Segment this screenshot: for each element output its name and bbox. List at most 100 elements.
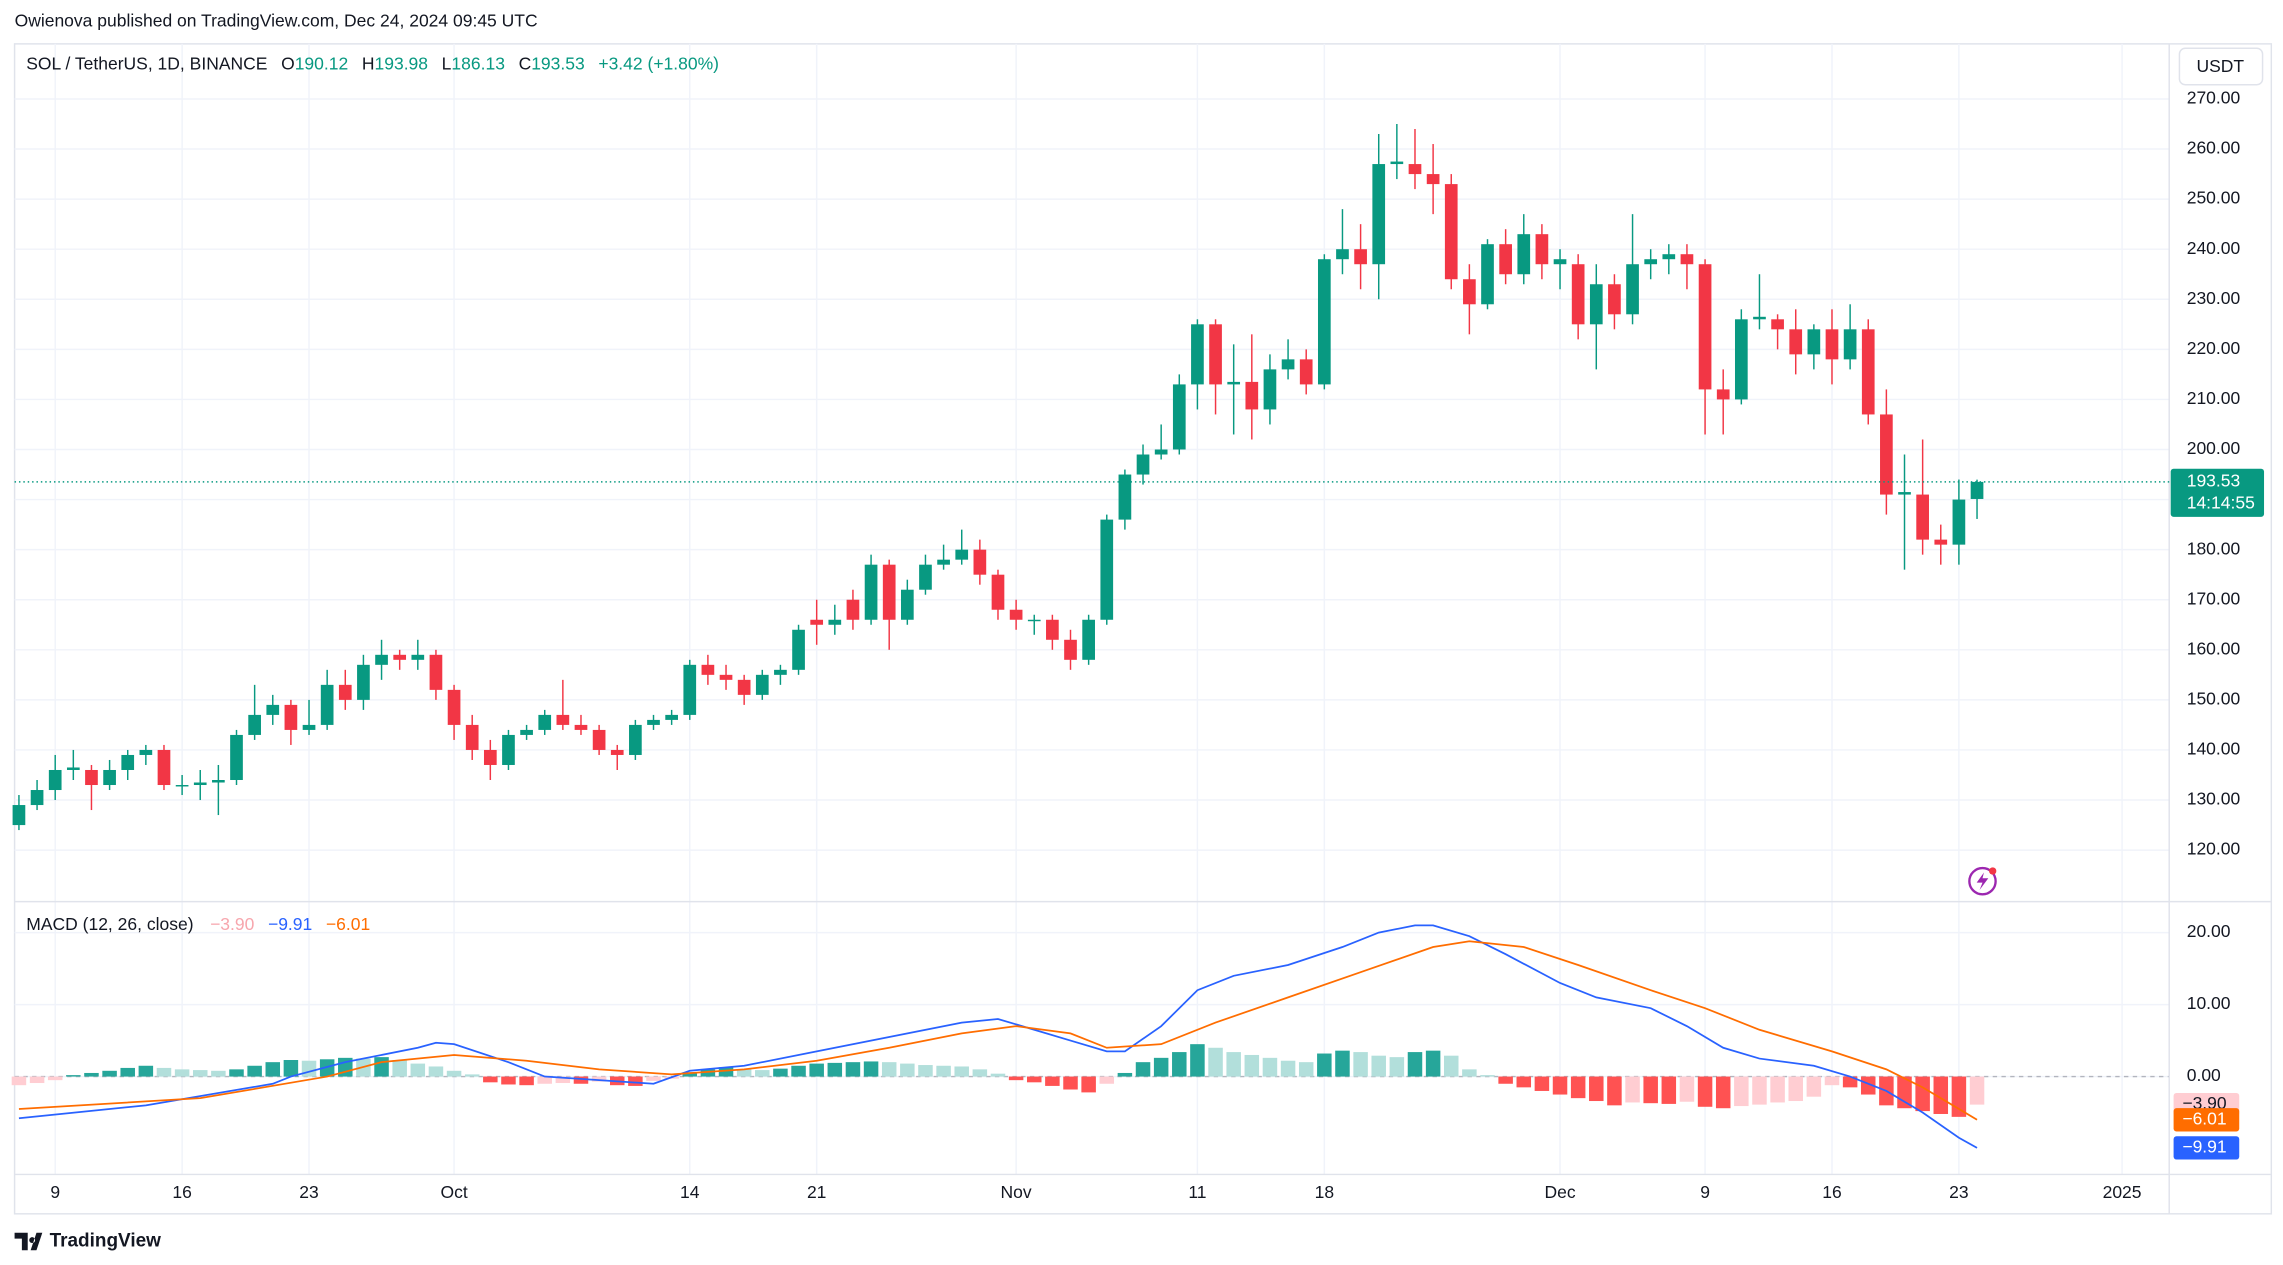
macd-histogram-bar [464, 1074, 480, 1077]
alert-icon-ring[interactable] [1968, 866, 1997, 896]
macd-histogram-bar [1752, 1076, 1767, 1105]
macd-histogram-bar [1425, 1050, 1441, 1077]
candle-body [683, 664, 697, 715]
macd-histogram-bar [1317, 1053, 1332, 1077]
macd-histogram-bar [446, 1070, 462, 1077]
candle-body [1191, 324, 1204, 385]
macd-histogram-bar [827, 1062, 843, 1077]
currency-button[interactable] [2178, 47, 2264, 86]
macd-histogram-bar [1552, 1076, 1568, 1095]
candle-body [520, 729, 533, 735]
candle-body [1916, 494, 1929, 540]
candle-body [230, 734, 243, 781]
macd-histogram-bar [646, 1076, 661, 1081]
macd-histogram-bar [591, 1076, 607, 1082]
macd-histogram-bar [1951, 1076, 1967, 1117]
candle-body [1535, 234, 1549, 265]
macd-histogram-bar [1788, 1076, 1803, 1102]
macd-histogram-bar [428, 1066, 444, 1077]
x-tick-label: 18 [1315, 1182, 1334, 1202]
candle-body [139, 749, 153, 755]
ohlc-value: 193.98 [375, 53, 429, 73]
candle-body [1390, 161, 1404, 165]
candle-body [810, 619, 824, 625]
candle-body [1463, 279, 1476, 305]
ohlc-letter: H [362, 53, 375, 73]
macd-histogram-bar [1462, 1069, 1477, 1077]
macd-histogram-bar [1480, 1075, 1495, 1077]
candle-body [1880, 414, 1893, 495]
y-tick-label: 250.00 [2187, 188, 2241, 208]
candle-body [1100, 519, 1114, 620]
y-tick-label: 130.00 [2187, 789, 2241, 809]
candle-body [955, 549, 969, 560]
macd-line [18, 924, 1978, 1149]
candle-body [1934, 539, 1948, 545]
macd-legend-signal: −6.01 [326, 914, 370, 934]
macd-histogram-bar [1534, 1076, 1550, 1091]
candle-body [1771, 319, 1784, 330]
macd-histogram-bar [936, 1065, 951, 1077]
candle-body [919, 564, 932, 590]
macd-histogram-bar [1262, 1057, 1278, 1077]
macd-histogram-bar [1679, 1076, 1695, 1102]
y-tick-label: 220.00 [2187, 338, 2241, 358]
candle-body [1662, 254, 1676, 260]
candle-body [1952, 499, 1966, 545]
macd-histogram-bar [1824, 1076, 1840, 1086]
price-change: +3.42 (+1.80%) [598, 53, 719, 73]
candle-body [719, 674, 733, 680]
macd-histogram-bar [102, 1070, 117, 1077]
signal-line [18, 940, 1978, 1121]
currency-label[interactable]: USDT [2196, 56, 2244, 76]
candle-body [846, 599, 860, 620]
candle-body [357, 664, 370, 700]
macd-histogram-bar [120, 1067, 135, 1077]
alert-icon[interactable] [1968, 866, 1997, 896]
ohlc-letter: L [442, 53, 452, 73]
macd-histogram-bar [29, 1076, 45, 1084]
macd-histogram-bar [773, 1068, 788, 1077]
candle-body [175, 785, 189, 787]
candle-body [121, 754, 135, 770]
macd-histogram-bar [881, 1062, 897, 1077]
candle-body [1517, 234, 1531, 275]
candle-body [574, 724, 588, 730]
macd-histogram-bar [1081, 1076, 1096, 1093]
macd-histogram-bar [1969, 1076, 1985, 1105]
ohlc-value: 193.53 [531, 53, 585, 73]
brand-mark [14, 1232, 43, 1251]
candle-body [937, 559, 950, 565]
macd-histogram-bar [990, 1073, 1006, 1077]
candle-body [1082, 619, 1095, 660]
candle-body [1046, 619, 1059, 640]
macd-histogram-bar [1715, 1076, 1731, 1109]
candle-body [774, 669, 787, 675]
x-tick-label: Dec [1544, 1182, 1575, 1202]
macd-histogram-bar [682, 1072, 698, 1077]
alert-icon-bolt[interactable] [1976, 872, 1989, 890]
candle-body [1716, 389, 1730, 400]
candle-body [1299, 359, 1313, 385]
macd-value-label: −9.91 [2182, 1137, 2226, 1157]
candle-body [1608, 284, 1621, 315]
x-tick-label: 14 [680, 1182, 700, 1202]
candle-body [629, 724, 642, 755]
macd-histogram-bar [1806, 1076, 1822, 1097]
candle-body [737, 679, 751, 695]
labels: 9 16 23 Oct 14 21 Nov 11 18 Dec 9 16 23 2025 120.00 130… [50, 88, 2265, 1202]
alert-icon-dot[interactable] [1989, 867, 1997, 875]
candle-body [1372, 164, 1386, 265]
candle-body [193, 782, 207, 786]
macd-histogram-bar [1607, 1076, 1622, 1106]
macd-histogram-bar [374, 1057, 389, 1077]
macd-histogram-bar [1915, 1076, 1930, 1112]
macd-title: MACD (12, 26, close) [26, 914, 193, 934]
candle-body [1553, 259, 1567, 265]
chart-frame [13, 43, 2273, 1215]
macd-histogram-bar [718, 1067, 734, 1077]
candle-body [1281, 359, 1295, 370]
candle-body [1009, 609, 1023, 620]
candle-body [973, 549, 987, 575]
